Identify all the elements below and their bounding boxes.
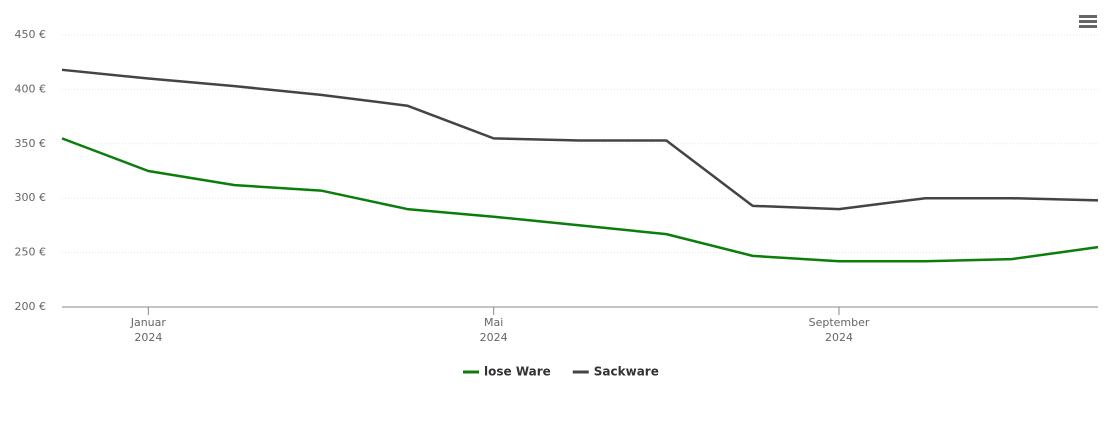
y-tick-label: 350 € xyxy=(15,137,47,150)
x-tick-label: 2024 xyxy=(134,331,162,344)
x-tick-label: Januar xyxy=(130,316,167,329)
menu-bar xyxy=(1079,15,1097,18)
x-tick-label: 2024 xyxy=(825,331,853,344)
menu-button[interactable] xyxy=(1079,15,1097,28)
legend-item[interactable]: Sackware xyxy=(572,365,659,379)
y-tick-label: 300 € xyxy=(15,191,47,204)
x-tick-label: September xyxy=(809,316,870,329)
y-tick-label: 450 € xyxy=(15,28,47,41)
menu-bar xyxy=(1079,25,1097,28)
line xyxy=(61,137,1099,263)
x-tick-label: Mai xyxy=(484,316,503,329)
y-tick-label: 250 € xyxy=(15,246,47,259)
line xyxy=(61,68,1099,211)
legend-label: Sackware xyxy=(594,365,659,379)
y-tick-label: 400 € xyxy=(15,82,47,95)
y-tick-label: 200 € xyxy=(15,300,47,313)
x-tick-label: 2024 xyxy=(480,331,508,344)
legend-item[interactable]: lose Ware xyxy=(463,365,551,379)
legend-label: lose Ware xyxy=(484,365,551,379)
menu-bar xyxy=(1079,20,1097,23)
